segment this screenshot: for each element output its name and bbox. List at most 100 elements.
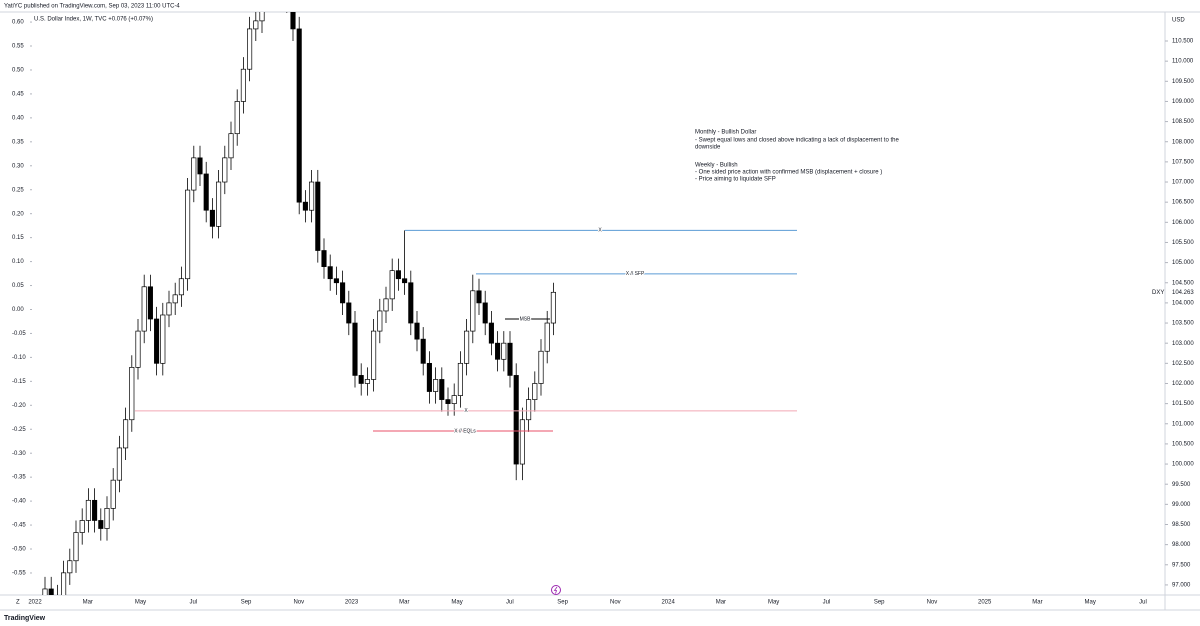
- x-tick-label: Nov: [293, 600, 304, 606]
- y-tick-label: 102.500: [1172, 361, 1194, 367]
- candle-body: [538, 350, 544, 384]
- y-tick-label: 99.500: [1172, 482, 1191, 488]
- y-tick-label: 106.500: [1172, 200, 1194, 206]
- y-tick-label: 100.500: [1172, 441, 1194, 447]
- candle-body: [470, 290, 476, 332]
- candle-body: [445, 399, 451, 404]
- x-tick-label: Jul: [506, 600, 514, 606]
- y2-tick-label: -0.30: [12, 451, 26, 457]
- plot-area: [42, 12, 797, 595]
- y2-tick-label: -0.10: [12, 355, 26, 361]
- candle-body: [160, 314, 166, 364]
- x-tick-label: Mar: [399, 600, 409, 606]
- candle-body: [240, 68, 246, 102]
- candle-body: [321, 250, 327, 267]
- candle-body: [79, 520, 85, 533]
- candle-body: [104, 508, 110, 529]
- x-tick-label: Nov: [610, 600, 621, 606]
- y2-tick-label: -0.05: [12, 331, 26, 337]
- candle-body: [259, 12, 265, 22]
- level-label: X: [464, 408, 468, 414]
- y-tick-label: 100.000: [1172, 462, 1194, 468]
- candle-body: [110, 479, 116, 509]
- candle-body: [234, 101, 240, 135]
- candle-body: [519, 419, 525, 465]
- zoom-button[interactable]: Z: [16, 600, 20, 606]
- candle-body: [178, 278, 184, 296]
- candle-body: [352, 322, 358, 376]
- candle-body: [141, 286, 147, 332]
- y-tick-label: 104.000: [1172, 300, 1194, 306]
- candle-body: [395, 270, 401, 280]
- y-tick-label: 97.000: [1172, 583, 1191, 589]
- y2-tick-label: 0.50: [12, 68, 24, 74]
- candle-body: [48, 588, 54, 595]
- candle-body: [228, 133, 234, 159]
- y-tick-label: 106.000: [1172, 220, 1194, 226]
- y-tick-label: 101.000: [1172, 421, 1194, 427]
- y-tick-label: 97.500: [1172, 562, 1191, 568]
- candle-body: [290, 12, 296, 30]
- level-label: X: [598, 228, 602, 234]
- x-tick-label: May: [768, 600, 779, 606]
- x-tick-label: Mar: [1032, 600, 1042, 606]
- candle-body: [482, 302, 488, 324]
- y-tick-label: 103.000: [1172, 341, 1194, 347]
- y2-tick-label: 0.55: [12, 44, 24, 50]
- candle-body: [129, 367, 135, 421]
- candle-body: [197, 157, 203, 175]
- y2-tick-label: 0.15: [12, 235, 24, 241]
- candle-body: [247, 28, 253, 70]
- y2-tick-label: 0.60: [12, 20, 24, 26]
- candle-body: [464, 330, 470, 364]
- candle-body: [98, 520, 104, 529]
- candle-body: [513, 375, 519, 465]
- candle-body: [61, 572, 67, 595]
- candle-body: [147, 286, 153, 320]
- chart-title: U.S. Dollar Index, 1W, TVC +0.076 (+0.07…: [34, 17, 153, 23]
- candle-body: [123, 419, 129, 449]
- candle-body: [526, 399, 532, 421]
- candle-body: [327, 266, 333, 280]
- event-icon[interactable]: [551, 585, 561, 595]
- y-tick-label: 107.500: [1172, 159, 1194, 165]
- candle-body: [216, 181, 222, 227]
- event-icon-bolt: [553, 586, 558, 594]
- y2-tick-label: -0.25: [12, 427, 26, 433]
- y2-tick-label: 0.10: [12, 259, 24, 265]
- y-tick-label: 104.500: [1172, 280, 1194, 286]
- y2-tick-label: -0.35: [12, 475, 26, 481]
- y2-tick-label: 0.40: [12, 115, 24, 121]
- y-tick-label: 98.500: [1172, 522, 1191, 528]
- candle-body: [185, 189, 191, 280]
- x-tick-label: 2022: [28, 600, 42, 606]
- x-tick-label: 2023: [345, 600, 359, 606]
- candle-body: [476, 290, 482, 304]
- candle-body: [42, 588, 48, 595]
- candle-body: [532, 383, 538, 400]
- y-tick-label: 108.000: [1172, 139, 1194, 145]
- candle-body: [402, 278, 408, 284]
- x-tick-label: Jul: [1139, 600, 1147, 606]
- x-tick-label: Mar: [716, 600, 726, 606]
- candle-body: [501, 342, 507, 360]
- y2-tick-label: 0.20: [12, 211, 24, 217]
- candle-body: [439, 379, 445, 400]
- candle-body: [408, 282, 414, 324]
- candle-body: [309, 181, 315, 211]
- note-line: Weekly - Bullish: [695, 163, 738, 169]
- candle-body: [315, 181, 321, 251]
- level-label: MSB: [520, 316, 532, 322]
- candle-body: [302, 201, 308, 211]
- x-tick-label: May: [135, 600, 146, 606]
- candle-body: [544, 322, 550, 352]
- y2-tick-label: 0.45: [12, 91, 24, 97]
- y-tick-label: 102.000: [1172, 381, 1194, 387]
- x-tick-label: 2024: [661, 600, 675, 606]
- candle-body: [172, 294, 178, 304]
- x-tick-label: Sep: [874, 600, 885, 606]
- x-tick-label: May: [1085, 600, 1096, 606]
- candle-body: [203, 173, 209, 211]
